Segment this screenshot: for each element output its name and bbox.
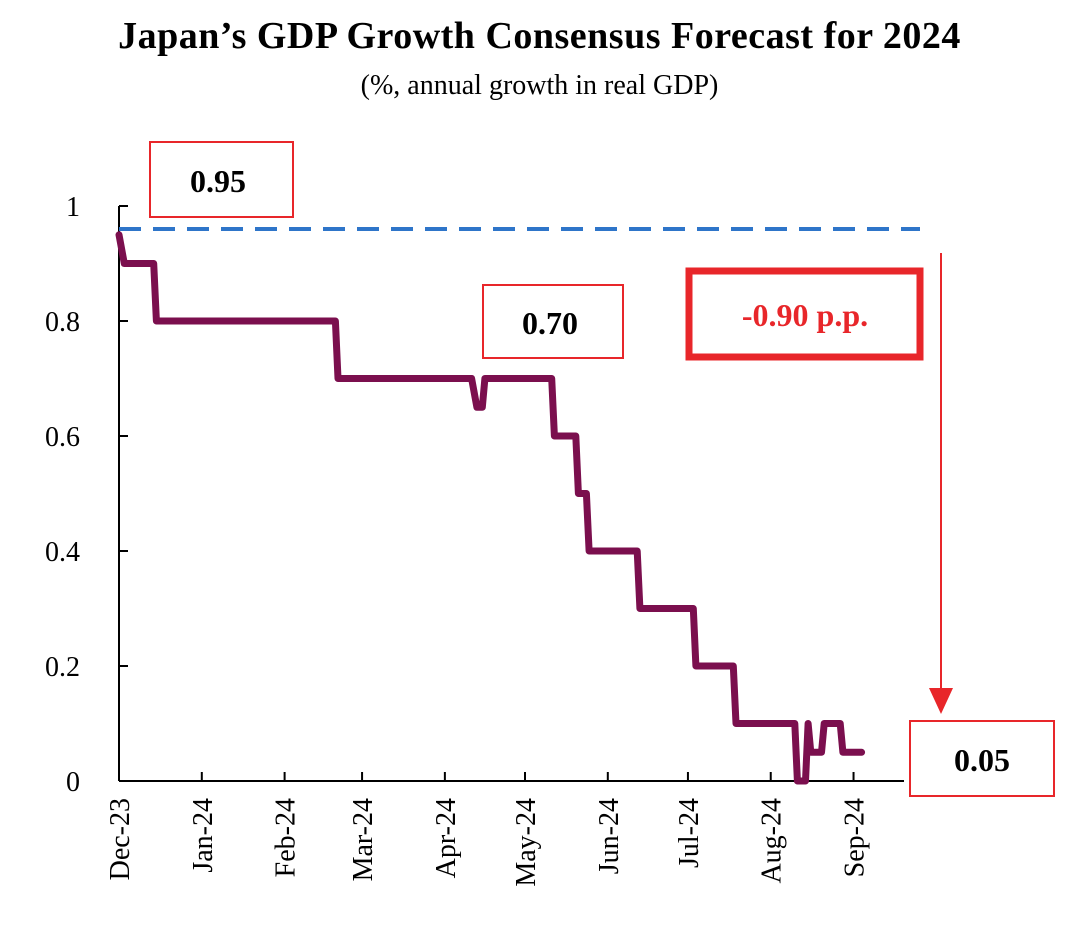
x-tick-label: Jul-24 <box>674 798 705 868</box>
annotation-start-value-label: 0.95 <box>190 163 246 199</box>
x-tick-label: Mar-24 <box>348 798 379 881</box>
annotation-end-value-box <box>909 720 1055 797</box>
y-tick-label: 1 <box>66 192 80 223</box>
chart-subtitle: (%, annual growth in real GDP) <box>360 70 719 101</box>
y-tick-label: 0.6 <box>45 422 80 453</box>
annotation-start-value-box <box>149 141 294 218</box>
annotation-peak-value-label: 0.70 <box>522 305 578 341</box>
y-tick-label: 0.8 <box>45 307 80 338</box>
x-tick-label: May-24 <box>511 798 542 887</box>
x-tick-label: Sep-24 <box>840 798 871 877</box>
annotation-change-label: -0.90 p.p. <box>742 297 868 333</box>
x-tick-label: Jan-24 <box>188 798 219 873</box>
y-tick-label: 0.4 <box>45 537 80 568</box>
y-tick-label: 0.2 <box>45 652 80 683</box>
x-tick-label: Feb-24 <box>271 798 302 877</box>
chart-title: Japan’s GDP Growth Consensus Forecast fo… <box>118 15 961 57</box>
y-tick-label: 0 <box>66 767 80 798</box>
forecast-series-line <box>115 231 866 785</box>
change-arrow-head <box>929 688 953 714</box>
x-tick-label: Dec-23 <box>105 798 136 880</box>
x-tick-label: Aug-24 <box>757 798 788 884</box>
annotation-peak-value-box <box>482 284 624 359</box>
x-tick-label: Apr-24 <box>431 798 462 878</box>
annotation-change-box <box>685 267 924 361</box>
x-tick-label: Jun-24 <box>594 798 625 874</box>
annotation-end-value-label: 0.05 <box>954 742 1010 778</box>
